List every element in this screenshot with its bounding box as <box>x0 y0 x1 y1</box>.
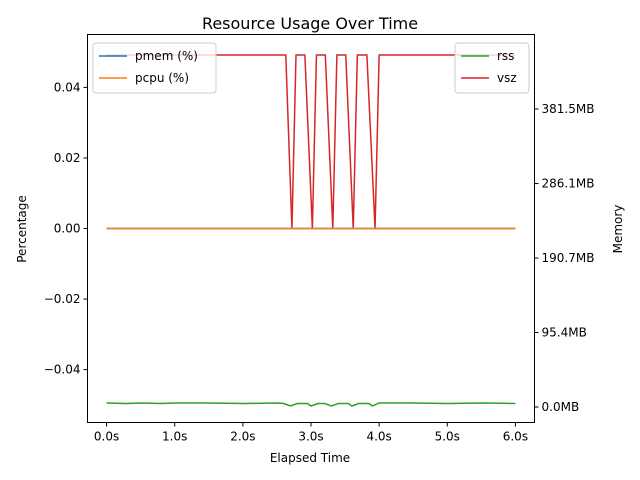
x-axis: 0.0s 1.0s 2.0s 3.0s 4.0s 5.0s 6.0s <box>94 422 528 444</box>
legend-label: pcpu (%) <box>135 71 189 85</box>
y-left-tick-label: −0.02 <box>44 292 81 306</box>
x-tick-label: 1.0s <box>162 430 187 444</box>
series-layer <box>106 54 516 407</box>
y-right-tick-label: 381.5MB <box>542 102 595 116</box>
y-axis-left: 0.04 0.02 0.00 −0.02 −0.04 <box>44 80 88 377</box>
legend-left: pmem (%) pcpu (%) <box>92 42 217 94</box>
y-right-tick-label: 190.7MB <box>542 251 595 265</box>
y-axis-left-label: Percentage <box>15 195 29 263</box>
y-right-tick-label: 286.1MB <box>542 177 595 191</box>
x-tick-label: 5.0s <box>435 430 460 444</box>
legend-label: rss <box>497 49 514 63</box>
x-tick-label: 2.0s <box>230 430 255 444</box>
legend-label: vsz <box>497 71 517 85</box>
series-line-rss <box>106 402 516 407</box>
y-axis-right-label: Memory <box>611 205 625 254</box>
y-right-tick-label: 0.0MB <box>542 400 580 414</box>
y-right-tick-label: 95.4MB <box>542 325 587 339</box>
y-left-tick-label: −0.04 <box>44 363 81 377</box>
y-axis-right: 0.0MB 95.4MB 190.7MB 286.1MB 381.5MB <box>534 102 595 414</box>
x-tick-label: 6.0s <box>503 430 528 444</box>
legend-box <box>454 42 530 94</box>
x-tick-label: 0.0s <box>94 430 119 444</box>
chart-title: Resource Usage Over Time <box>202 14 418 33</box>
x-axis-label: Elapsed Time <box>270 451 350 465</box>
x-tick-label: 4.0s <box>366 430 391 444</box>
y-left-tick-label: 0.00 <box>54 222 81 236</box>
y-left-tick-label: 0.02 <box>54 151 81 165</box>
legend-right: rss vsz <box>454 42 530 94</box>
y-left-tick-label: 0.04 <box>54 80 81 94</box>
legend-label: pmem (%) <box>135 49 198 63</box>
x-tick-label: 3.0s <box>298 430 323 444</box>
